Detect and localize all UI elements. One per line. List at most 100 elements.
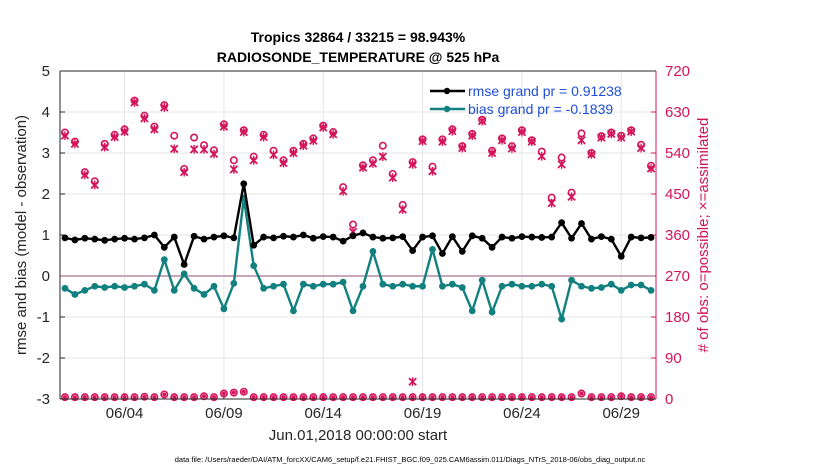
bias-series-point: [180, 270, 188, 278]
obs-rejected-dot: [341, 395, 346, 400]
rmse-series-point: [478, 234, 486, 242]
obs-rejected-dot: [331, 395, 336, 400]
obs-possible-marker: [339, 393, 348, 402]
obs-assimilated-marker: [616, 133, 626, 142]
obs-assimilated-marker: [60, 131, 70, 141]
obs-possible-marker: [229, 388, 238, 397]
rmse-series-point: [91, 235, 99, 243]
obs-assimilated-marker: [318, 123, 328, 132]
obs-assimilated-marker: [120, 127, 129, 136]
obs-rejected-dot: [539, 395, 544, 400]
obs-possible-marker: [408, 393, 417, 402]
x-tick-label: 06/04: [106, 405, 144, 422]
obs-rejected-dot: [182, 395, 187, 400]
obs-rejected-dot: [649, 395, 654, 400]
rmse-series-point: [101, 236, 109, 244]
obs-possible-marker: [428, 393, 437, 402]
obs-possible-marker: [279, 393, 288, 402]
rmse-series-point: [141, 234, 148, 242]
bias-series-point: [419, 282, 426, 290]
bias-series-point: [389, 282, 397, 290]
rmse-series-point: [260, 233, 268, 241]
obs-possible-marker: [378, 141, 387, 150]
bias-series-point: [61, 284, 69, 292]
rmse-series-point: [250, 241, 258, 249]
bias-series-point: [190, 284, 198, 292]
obs-possible-marker: [478, 393, 487, 402]
obs-rejected-dot: [261, 395, 266, 400]
y-tick-label-left: 3: [42, 145, 50, 162]
obs-rejected-dot: [380, 395, 385, 400]
rmse-series-point: [448, 233, 456, 241]
obs-possible-marker: [418, 393, 427, 402]
obs-rejected-dot: [599, 395, 604, 400]
obs-possible-marker: [358, 393, 367, 402]
rmse-series-point: [349, 232, 357, 240]
y-tick-label-right: 360: [665, 227, 690, 244]
obs-rejected-dot: [311, 395, 316, 400]
rmse-series-point: [627, 233, 635, 241]
bias-series-point: [518, 282, 526, 290]
obs-assimilated-marker: [130, 98, 139, 107]
rmse-series-point: [121, 234, 128, 242]
obs-assimilated-marker: [408, 159, 417, 169]
obs-assimilated-marker: [507, 144, 517, 153]
rmse-series-point: [319, 233, 327, 241]
bias-series-point: [458, 284, 466, 291]
rmse-series-point: [617, 252, 625, 260]
obs-possible-marker: [388, 393, 397, 402]
y-tick-label-right: 180: [665, 309, 690, 326]
obs-possible-marker: [309, 393, 318, 402]
obs-assimilated-marker: [219, 122, 229, 131]
bias-series-point: [319, 280, 327, 288]
rmse-series-point: [290, 233, 297, 241]
x-tick-label: 06/29: [602, 405, 640, 422]
obs-assimilated-marker: [199, 144, 209, 154]
bias-series-point: [528, 282, 536, 290]
obs-possible-marker: [557, 393, 566, 402]
y-tick-label-right: 450: [665, 186, 690, 203]
bias-series-point: [578, 282, 585, 290]
obs-assimilated-marker: [567, 192, 576, 202]
rmse-series-point: [190, 232, 198, 240]
bias-series-point: [131, 282, 138, 290]
rmse-series-point: [131, 235, 138, 243]
bias-series-point: [280, 280, 287, 288]
bias-series-point: [210, 282, 218, 290]
rmse-series-point: [200, 235, 208, 243]
bias-series-point: [141, 280, 148, 288]
bias-series-point: [558, 315, 566, 323]
rmse-series-point: [379, 234, 387, 242]
y-tick-label-left: -1: [37, 309, 50, 326]
rmse-series-point: [220, 232, 228, 240]
obs-assimilated-marker: [517, 127, 527, 137]
bias-series-point: [220, 305, 228, 313]
bias-series-point: [399, 280, 407, 288]
rmse-series-point: [230, 234, 238, 242]
obs-possible-marker: [289, 393, 298, 402]
bias-series-point: [429, 245, 436, 253]
obs-assimilated-marker: [626, 127, 636, 136]
obs-possible-marker: [637, 393, 646, 402]
obs-possible-marker: [150, 393, 159, 402]
obs-assimilated-marker: [299, 141, 308, 151]
obs-rejected-dot: [619, 394, 624, 399]
obs-assimilated-marker: [537, 151, 547, 161]
bias-series-point: [81, 286, 89, 294]
x-axis-label: Jun.01,2018 00:00:00 start: [269, 427, 448, 444]
obs-possible-marker: [587, 393, 596, 402]
obs-possible-marker: [547, 393, 556, 402]
bias-series-point: [409, 282, 417, 290]
obs-possible-marker: [140, 392, 149, 401]
obs-rejected-dot: [450, 395, 455, 400]
obs-rejected-dot: [281, 395, 286, 400]
bias-series-point: [339, 278, 347, 286]
obs-assimilated-marker: [458, 143, 467, 153]
obs-rejected-dot: [629, 395, 634, 400]
obs-rejected-dot: [132, 395, 137, 400]
obs-possible-marker: [329, 393, 338, 402]
bias-series-point: [548, 282, 556, 290]
bias-series-point: [597, 284, 605, 291]
obs-assimilated-marker: [189, 144, 199, 154]
